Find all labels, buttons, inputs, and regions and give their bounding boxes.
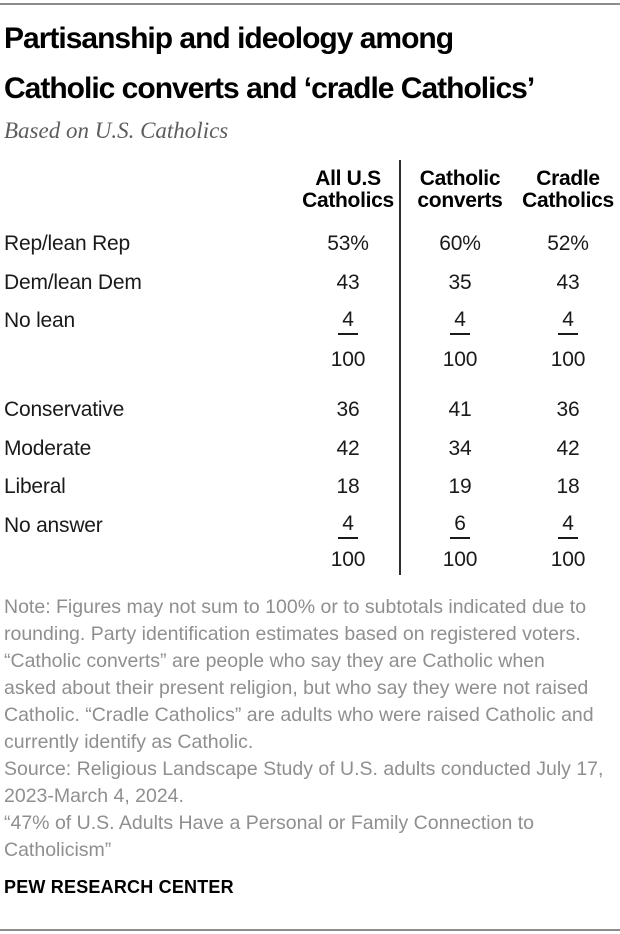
value-cell: 42 bbox=[336, 436, 360, 460]
column-header: Catholic converts bbox=[400, 160, 520, 212]
column-header: All U.S Catholics bbox=[296, 160, 400, 212]
value-cell: 52% bbox=[547, 232, 589, 256]
note-line: rounding. Party identification estimates… bbox=[4, 623, 581, 645]
note-line: Catholic. “Cradle Catholics” are adults … bbox=[4, 704, 594, 726]
row-label: Dem/lean Dem bbox=[4, 270, 142, 294]
value-cell: 36 bbox=[556, 398, 580, 422]
footnotes-block: Note: Figures may not sum to 100% or to … bbox=[4, 594, 620, 864]
column-header-line: Catholic bbox=[419, 167, 501, 190]
column-header: Cradle Catholics bbox=[520, 160, 616, 212]
note-line: “Catholic converts” are people who say t… bbox=[4, 650, 545, 672]
value-cell: 6 bbox=[400, 507, 520, 546]
value-cell: 53% bbox=[327, 232, 369, 256]
value-cell: 19 bbox=[448, 475, 472, 499]
report-title-line: Catholicism” bbox=[4, 839, 112, 861]
value-cell: 43 bbox=[336, 270, 360, 294]
page-title-line1: Partisanship and ideology among bbox=[4, 22, 454, 55]
value-cell: 18 bbox=[556, 475, 580, 499]
value-cell: 4 bbox=[296, 507, 400, 546]
value-cell: 4 bbox=[520, 302, 616, 341]
value-cell: 36 bbox=[336, 398, 360, 422]
underlined-subtotal-value: 4 bbox=[558, 308, 578, 335]
column-divider-line bbox=[399, 160, 401, 575]
value-cell: 18 bbox=[336, 475, 360, 499]
row-label: Liberal bbox=[4, 475, 66, 499]
total-value-cell: 100 bbox=[330, 347, 366, 371]
bottom-border-rule bbox=[0, 929, 620, 931]
total-value-cell: 100 bbox=[442, 548, 478, 571]
underlined-subtotal-value: 4 bbox=[558, 512, 578, 540]
column-header-line: Cradle bbox=[536, 167, 600, 190]
column-header-line: Catholics bbox=[302, 189, 394, 212]
stats-table: All U.S Catholics Catholic converts Cradle Ca… bbox=[0, 160, 616, 575]
value-cell: 4 bbox=[520, 507, 616, 546]
row-label: Rep/lean Rep bbox=[4, 232, 131, 256]
row-label: No answer bbox=[4, 513, 103, 537]
value-cell: 34 bbox=[448, 436, 472, 460]
report-title-line: “47% of U.S. Adults Have a Personal or F… bbox=[4, 812, 535, 834]
value-cell: 43 bbox=[556, 270, 580, 294]
total-value-cell: 100 bbox=[442, 347, 478, 371]
total-value-cell: 100 bbox=[550, 548, 586, 571]
value-cell: 42 bbox=[556, 436, 580, 460]
value-cell: 60% bbox=[439, 232, 481, 256]
value-cell: 4 bbox=[400, 302, 520, 341]
top-border-rule bbox=[0, 3, 620, 5]
value-cell: 4 bbox=[296, 302, 400, 341]
note-line: currently identify as Catholic. bbox=[4, 731, 254, 753]
total-value-cell: 100 bbox=[330, 548, 366, 571]
page-subtitle: Based on U.S. Catholics bbox=[4, 118, 229, 143]
underlined-subtotal-value: 4 bbox=[450, 308, 470, 335]
column-header-line: Catholics bbox=[522, 189, 614, 212]
page-title: Partisanship and ideology among Catholic… bbox=[4, 14, 616, 114]
source-line: Source: Religious Landscape Study of U.S… bbox=[4, 758, 604, 780]
note-line: asked about their present religion, but … bbox=[4, 677, 589, 699]
source-line: 2023-March 4, 2024. bbox=[4, 785, 184, 807]
underlined-subtotal-value: 4 bbox=[338, 308, 358, 335]
total-value-cell: 100 bbox=[550, 347, 586, 371]
underlined-subtotal-value: 6 bbox=[450, 512, 470, 540]
value-cell: 41 bbox=[448, 398, 472, 422]
pew-research-center-wordmark: PEW RESEARCH CENTER bbox=[4, 877, 234, 897]
column-header-line: converts bbox=[417, 189, 503, 212]
stats-table-wrap: All U.S Catholics Catholic converts Cradle Ca… bbox=[0, 160, 616, 575]
page-title-line2: Catholic converts and ‘cradle Catholics’ bbox=[4, 72, 535, 105]
underlined-subtotal-value: 4 bbox=[338, 512, 358, 540]
row-label: Conservative bbox=[4, 398, 125, 422]
row-label: No lean bbox=[4, 309, 75, 333]
value-cell: 35 bbox=[448, 270, 472, 294]
row-label: Moderate bbox=[4, 436, 92, 460]
column-header-line: All U.S bbox=[315, 167, 381, 190]
note-line: Note: Figures may not sum to 100% or to … bbox=[4, 596, 587, 618]
